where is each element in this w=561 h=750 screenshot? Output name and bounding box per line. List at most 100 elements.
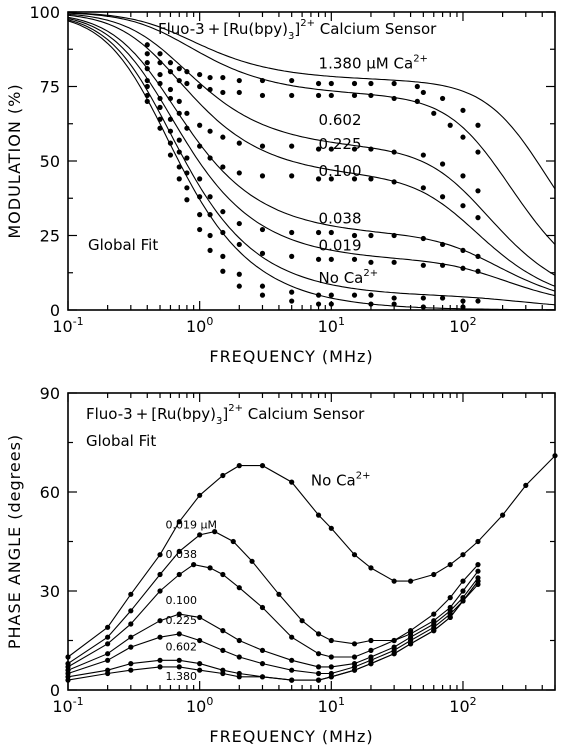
phase-data-point [157,552,163,558]
modulation-y-axis-label: MODULATION (%) [5,83,24,238]
modulation-data-point [391,301,397,307]
phase-data-point [289,677,295,683]
modulation-data-point [439,295,446,301]
phase-data-point [447,562,453,568]
modulation-data-point [475,149,481,155]
modulation-data-point [289,289,295,295]
phase-data-point [276,591,282,597]
modulation-data-point [289,229,295,236]
phase-data-point [212,529,218,535]
modulation-data-point [236,77,242,84]
modulation-data-point [368,301,374,307]
phase-data-point [176,611,182,617]
modulation-series-label: 0.100 [319,162,362,180]
phase-data-point [197,532,203,538]
modulation-data-point [475,188,481,194]
modulation-data-point [315,146,322,152]
modulation-data-point [259,250,266,256]
modulation-data-point [475,268,481,274]
phase-data-point [105,641,111,647]
modulation-data-point [176,98,182,104]
phase-data-point [475,568,481,574]
modulation-data-point [207,247,213,253]
modulation-data-point [368,292,374,298]
phase-data-point [289,657,295,663]
phase-series-label: No Ca2+ [311,470,371,489]
phase-panel: 10-1 100 101 102 0 30 60 90 FREQUENCY (MHz) PHASE… [5,384,558,746]
modulation-data-point [289,173,295,179]
phase-fit-curve [67,577,479,671]
phase-series-1: 0.019 μM [65,518,481,667]
modulation-data-point [460,247,466,253]
modulation-data-point [439,262,446,268]
phase-data-point [128,621,134,627]
phase-data-point [207,565,213,571]
modulation-data-point [475,215,481,221]
phase-series-label: 0.038 [165,548,197,561]
phase-data-point [460,598,466,604]
phase-data-point [197,614,203,621]
modulation-data-point [259,173,266,179]
phase-data-point [315,670,322,677]
modulation-series-label: 0.019 [319,236,362,254]
modulation-data-point [328,229,334,236]
phase-data-point [351,641,358,647]
phase-data-point [259,647,266,654]
modulation-data-point [460,304,466,310]
phase-data-point [236,654,242,660]
modulation-data-point [157,51,163,57]
phase-data-point [460,578,466,584]
modulation-series-label: 0.038 [319,210,362,228]
phase-data-point [197,667,203,673]
phase-data-point [105,624,111,630]
phase-data-point [475,562,481,568]
modulation-data-point [315,301,322,307]
modulation-x-tick-label: 102 [449,315,476,336]
modulation-data-point [167,86,174,93]
modulation-data-point [220,164,226,170]
phase-y-tick-label: 60 [40,483,60,502]
phase-data-point [315,651,322,657]
phase-data-point [105,651,111,657]
modulation-data-point [236,271,242,277]
modulation-data-point [420,89,426,96]
modulation-x-axis-label: FREQUENCY (MHz) [209,347,373,366]
phase-series-label: 0.602 [165,640,197,653]
phase-data-point [289,634,295,640]
modulation-annotation: Global Fit [88,236,158,254]
modulation-plot-frame [67,11,556,311]
modulation-data-point [351,292,358,298]
modulation-data-point [236,283,242,289]
phase-y-tick-label: 30 [40,582,60,601]
modulation-data-point [368,232,374,239]
phase-data-point [431,611,437,617]
modulation-data-point [259,226,266,233]
phase-data-point [315,512,322,518]
modulation-data-point [259,92,266,99]
modulation-data-point [289,253,295,259]
modulation-data-point [391,295,397,301]
modulation-data-point [368,146,374,152]
modulation-data-point [289,298,295,304]
phase-data-point [157,588,163,594]
modulation-data-point [289,92,295,99]
phase-data-point [128,591,134,597]
phase-data-point [391,637,397,644]
phase-data-point [351,667,358,673]
phase-data-point [328,525,334,531]
phase-y-tick-label: 90 [40,384,60,403]
modulation-data-point [315,176,322,182]
modulation-data-point [420,235,426,242]
modulation-series-4: 0.100 [67,16,556,292]
phase-data-point [351,654,358,660]
modulation-data-point [207,128,213,134]
modulation-data-point [351,146,358,152]
modulation-y-tick-label: 50 [40,152,60,171]
modulation-data-point [328,80,334,87]
phase-data-point [220,571,226,578]
modulation-data-point [368,176,374,182]
modulation-data-point [460,107,466,113]
modulation-y-tick-label: 75 [40,78,60,97]
modulation-data-point [351,256,358,262]
phase-data-point [289,667,295,673]
